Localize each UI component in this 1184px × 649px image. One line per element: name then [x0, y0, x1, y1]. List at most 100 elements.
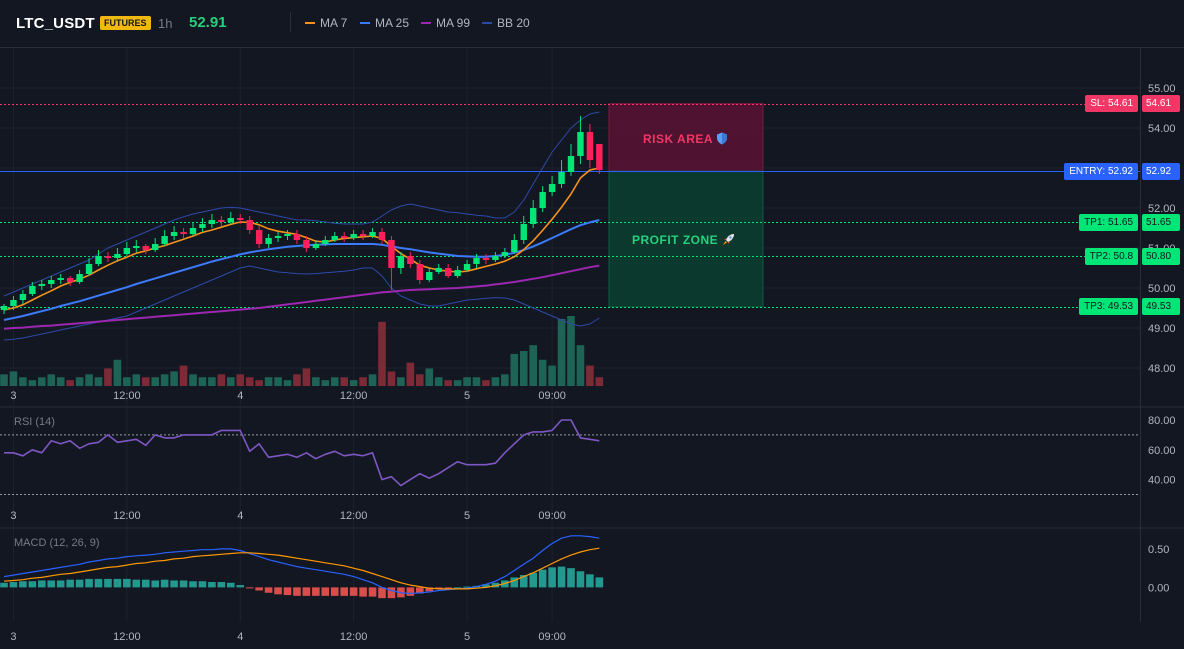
- volume-bar: [302, 368, 311, 386]
- symbol-title[interactable]: LTC_USDT: [16, 15, 95, 32]
- macd-histogram-bar: [75, 579, 84, 588]
- level-tag-tp2[interactable]: TP2: 50.8: [1084, 247, 1138, 265]
- macd-histogram-bar: [170, 580, 178, 588]
- macd-histogram-bar: [586, 574, 594, 588]
- time-tick-label: 09:00: [538, 390, 566, 402]
- risk-reward-zones: [608, 103, 764, 308]
- candle-body: [19, 294, 27, 300]
- candle-body: [331, 236, 338, 240]
- level-tag-tp3[interactable]: TP3: 49.53: [1079, 298, 1138, 316]
- macd-histogram-bar: [104, 578, 112, 588]
- volume-bar: [0, 374, 8, 386]
- level-tag-entry[interactable]: ENTRY: 52.92: [1064, 162, 1138, 180]
- level-tag-sl[interactable]: SL: 54.61: [1085, 95, 1138, 113]
- candle: [170, 226, 178, 240]
- candle-body: [161, 236, 168, 244]
- candle: [558, 160, 565, 188]
- candle-body: [492, 256, 499, 260]
- legend-bb20[interactable]: BB 20: [482, 16, 530, 30]
- macd-histogram-bar: [387, 587, 396, 599]
- rsi-title: RSI (14): [14, 416, 55, 428]
- candle-body: [246, 220, 253, 230]
- candle-body: [539, 192, 546, 208]
- candle-body: [85, 264, 93, 274]
- candle-body: [199, 224, 206, 228]
- candle-body: [76, 274, 83, 282]
- candle-body: [501, 252, 509, 256]
- candle-body: [558, 172, 565, 184]
- candle-body: [359, 234, 367, 236]
- candle-body: [133, 246, 140, 248]
- macd-histogram-bar: [236, 585, 245, 588]
- candle: [548, 176, 556, 196]
- candlesticks[interactable]: [0, 116, 603, 314]
- level-tag-tp1[interactable]: TP1: 51.65: [1079, 213, 1138, 231]
- candle: [246, 216, 253, 234]
- candle-body: [341, 236, 348, 238]
- macd-histogram-bar: [406, 587, 415, 596]
- volume-bar: [349, 380, 358, 386]
- candle-body: [66, 278, 74, 282]
- macd-histogram-bar: [38, 580, 46, 588]
- risk-area-label: RISK AREA: [643, 132, 728, 148]
- volume-bar: [274, 377, 282, 386]
- chart-header: LTC_USDT FUTURES 1h 52.91 MA 7 MA 25 MA …: [0, 0, 1184, 47]
- candle-body: [577, 132, 584, 156]
- volume-bar: [47, 374, 56, 386]
- macd-histogram-bar: [245, 587, 254, 589]
- candle: [10, 296, 17, 310]
- volume-bar: [255, 380, 263, 386]
- candle: [123, 242, 131, 256]
- risk-area-box: [608, 103, 764, 172]
- macd-signal-line: [3, 547, 600, 590]
- candle: [218, 216, 225, 226]
- candle: [511, 234, 518, 254]
- candle: [199, 218, 206, 232]
- macd-histogram-bar: [293, 587, 301, 596]
- volume-bar: [85, 374, 93, 386]
- candle: [586, 124, 594, 168]
- volume-bar: [359, 377, 367, 386]
- volume-bar: [9, 371, 18, 386]
- legend-ma99[interactable]: MA 99: [421, 16, 470, 30]
- candle: [435, 264, 442, 274]
- candle: [255, 226, 263, 248]
- timeframe-label[interactable]: 1h: [158, 16, 173, 31]
- macd-histogram-bar: [189, 581, 197, 588]
- candle: [577, 116, 584, 164]
- time-tick-label: 12:00: [340, 510, 368, 522]
- time-tick-label: 09:00: [538, 631, 566, 643]
- legend-ma25[interactable]: MA 25: [360, 16, 409, 30]
- macd-tick-label: 0.50: [1148, 544, 1169, 556]
- volume-bar: [340, 377, 348, 386]
- candle: [407, 252, 414, 268]
- macd-histogram-bar: [113, 578, 122, 588]
- candle: [530, 200, 537, 228]
- volume-bar: [434, 377, 443, 386]
- volume-bar: [170, 371, 178, 386]
- volume-bar: [425, 368, 434, 386]
- volume-bar: [151, 377, 159, 386]
- time-tick-label: 3: [10, 390, 16, 402]
- volume-bar: [264, 377, 273, 386]
- time-tick-label: 5: [464, 390, 470, 402]
- price-tick-label: 52.00: [1148, 203, 1176, 215]
- price-tick-label: 54.00: [1148, 123, 1176, 135]
- legend-ma25-label: MA 25: [375, 16, 410, 30]
- candle: [85, 258, 93, 276]
- candle: [444, 264, 452, 278]
- macd-histogram-bar: [302, 587, 311, 596]
- volume-bar: [387, 371, 396, 386]
- macd-histogram-bar: [463, 586, 471, 588]
- volume-bar: [368, 374, 377, 386]
- candle-body: [312, 244, 320, 248]
- legend-ma7[interactable]: MA 7: [305, 16, 347, 30]
- candle-body: [482, 258, 490, 260]
- volume-bar: [463, 377, 471, 386]
- macd-histogram-bar: [28, 581, 37, 588]
- bb20-swatch: [482, 22, 492, 24]
- macd-histogram-bar: [368, 587, 377, 597]
- macd-histogram-bar: [19, 581, 27, 588]
- macd-histogram-bar: [519, 575, 528, 588]
